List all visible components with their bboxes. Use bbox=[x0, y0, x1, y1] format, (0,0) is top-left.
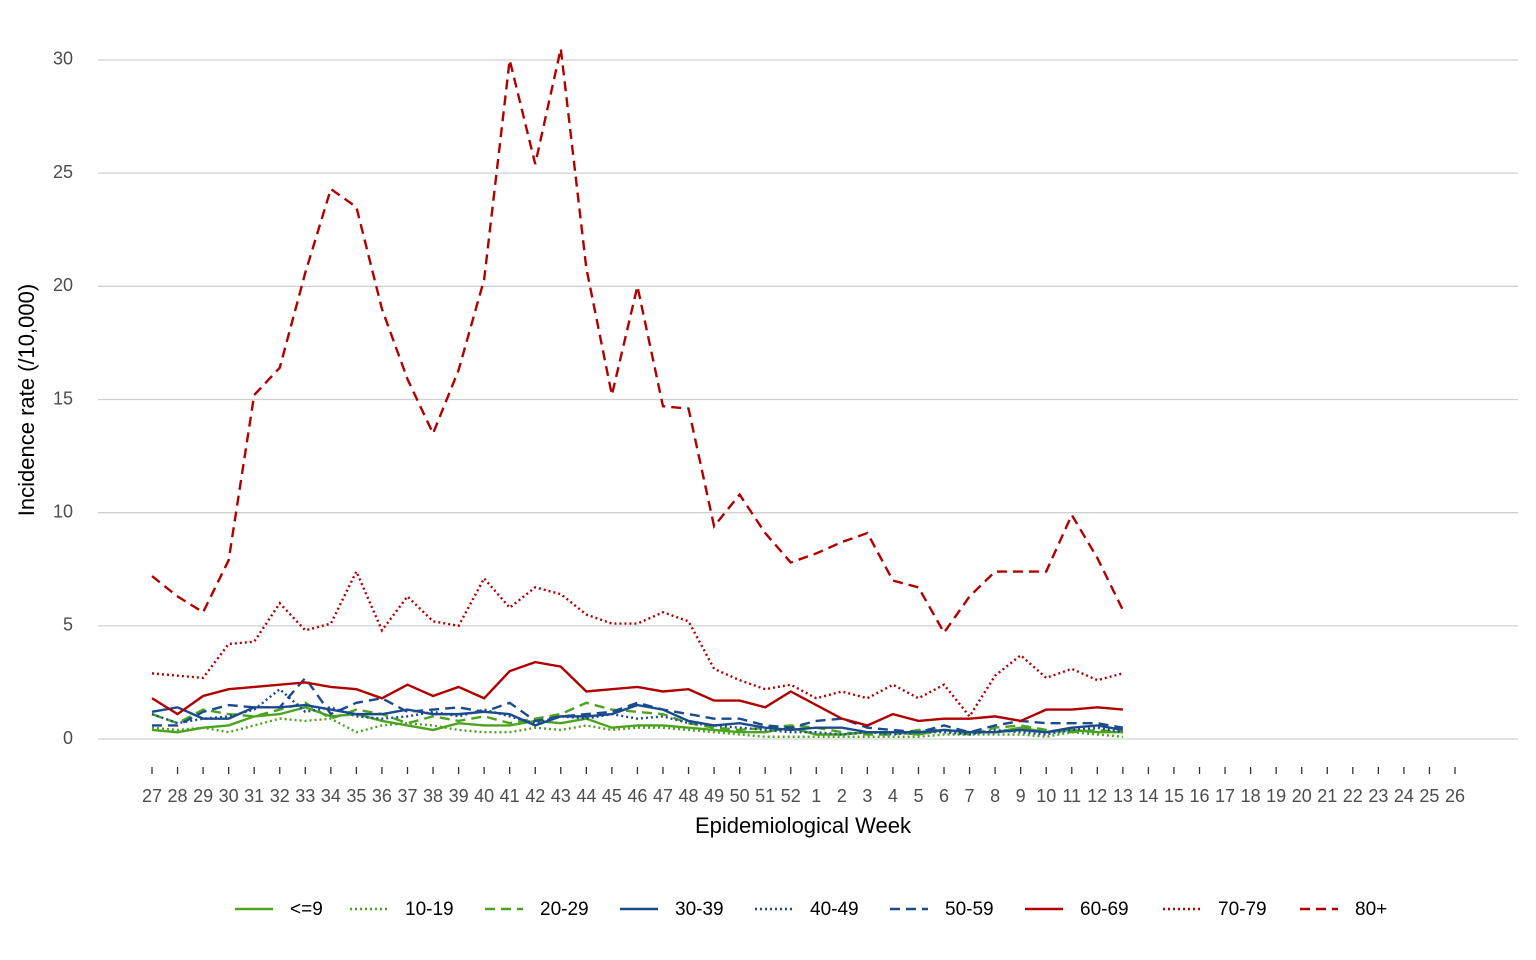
y-tick-label: 30 bbox=[53, 49, 73, 69]
y-tick-label: 20 bbox=[53, 275, 73, 295]
x-tick-label: 29 bbox=[193, 786, 213, 806]
x-tick-label: 42 bbox=[525, 786, 545, 806]
x-tick-label: 11 bbox=[1062, 786, 1081, 806]
x-tick-label: 45 bbox=[602, 786, 622, 806]
x-tick-label: 39 bbox=[449, 786, 469, 806]
x-tick-label: 37 bbox=[397, 786, 417, 806]
x-tick-label: 52 bbox=[781, 786, 801, 806]
legend-label: 60-69 bbox=[1080, 899, 1129, 920]
series-line bbox=[151, 568, 1124, 719]
x-tick-label: 15 bbox=[1164, 786, 1184, 806]
series-line bbox=[151, 687, 1124, 736]
x-tick-label: 13 bbox=[1113, 786, 1133, 806]
series-line bbox=[151, 48, 1124, 635]
x-tick-label: 23 bbox=[1368, 786, 1388, 806]
x-tick-label: 17 bbox=[1215, 786, 1235, 806]
x-tick-label: 40 bbox=[474, 786, 494, 806]
x-tick-label: 36 bbox=[372, 786, 392, 806]
x-tick-label: 6 bbox=[939, 786, 949, 806]
x-tick-label: 24 bbox=[1394, 786, 1414, 806]
x-tick-label: 10 bbox=[1036, 786, 1056, 806]
x-tick-label: 41 bbox=[500, 786, 520, 806]
x-tick-label: 14 bbox=[1138, 786, 1158, 806]
legend-label: 80+ bbox=[1355, 899, 1387, 920]
x-tick-label: 28 bbox=[168, 786, 188, 806]
x-tick-label: 2 bbox=[837, 786, 847, 806]
x-tick-label: 43 bbox=[551, 786, 571, 806]
series-line bbox=[152, 675, 1124, 734]
x-tick-label: 31 bbox=[244, 786, 264, 806]
x-axis-title: Epidemiological Week bbox=[695, 813, 912, 838]
legend-label: 70-79 bbox=[1218, 899, 1267, 920]
x-tick-label: 7 bbox=[965, 786, 975, 806]
y-tick-label: 10 bbox=[53, 501, 73, 521]
legend-label: <=9 bbox=[290, 899, 323, 920]
x-tick-label: 22 bbox=[1343, 786, 1363, 806]
x-tick-label: 44 bbox=[576, 786, 596, 806]
x-tick-label: 9 bbox=[1016, 786, 1026, 806]
x-tick-label: 21 bbox=[1317, 786, 1337, 806]
y-tick-label: 15 bbox=[53, 388, 73, 408]
x-tick-label: 34 bbox=[321, 786, 341, 806]
x-tick-label: 20 bbox=[1292, 786, 1312, 806]
y-axis-title: Incidence rate (/10,000) bbox=[14, 284, 39, 516]
x-tick-label: 3 bbox=[862, 786, 872, 806]
x-tick-label: 50 bbox=[730, 786, 750, 806]
x-tick-label: 49 bbox=[704, 786, 724, 806]
legend-label: 50-59 bbox=[945, 899, 994, 920]
series-line bbox=[151, 660, 1123, 727]
x-tick-label: 8 bbox=[990, 786, 1000, 806]
x-tick-label: 48 bbox=[679, 786, 699, 806]
legend-label: 20-29 bbox=[540, 899, 589, 920]
x-tick-label: 5 bbox=[913, 786, 923, 806]
y-tick-label: 0 bbox=[63, 728, 73, 748]
x-tick-label: 12 bbox=[1087, 786, 1107, 806]
y-tick-label: 5 bbox=[63, 615, 73, 635]
x-tick-label: 35 bbox=[346, 786, 366, 806]
legend-label: 40-49 bbox=[810, 899, 859, 920]
x-tick-label: 16 bbox=[1189, 786, 1209, 806]
x-tick-label: 18 bbox=[1241, 786, 1261, 806]
x-tick-label: 25 bbox=[1419, 786, 1439, 806]
x-tick-label: 26 bbox=[1445, 786, 1465, 806]
x-tick-label: 1 bbox=[811, 786, 821, 806]
x-tick-label: 47 bbox=[653, 786, 673, 806]
series-line bbox=[151, 703, 1124, 734]
legend-label: 30-39 bbox=[675, 899, 724, 920]
x-tick-label: 51 bbox=[755, 786, 775, 806]
x-tick-label: 27 bbox=[142, 786, 162, 806]
legend-label: 10-19 bbox=[405, 899, 454, 920]
x-tick-label: 30 bbox=[219, 786, 239, 806]
y-tick-label: 25 bbox=[53, 162, 73, 182]
x-tick-label: 19 bbox=[1266, 786, 1286, 806]
x-tick-label: 32 bbox=[270, 786, 290, 806]
x-tick-label: 38 bbox=[423, 786, 443, 806]
x-tick-label: 4 bbox=[888, 786, 898, 806]
x-tick-label: 46 bbox=[627, 786, 647, 806]
series-line bbox=[151, 717, 1123, 738]
x-tick-label: 33 bbox=[295, 786, 315, 806]
